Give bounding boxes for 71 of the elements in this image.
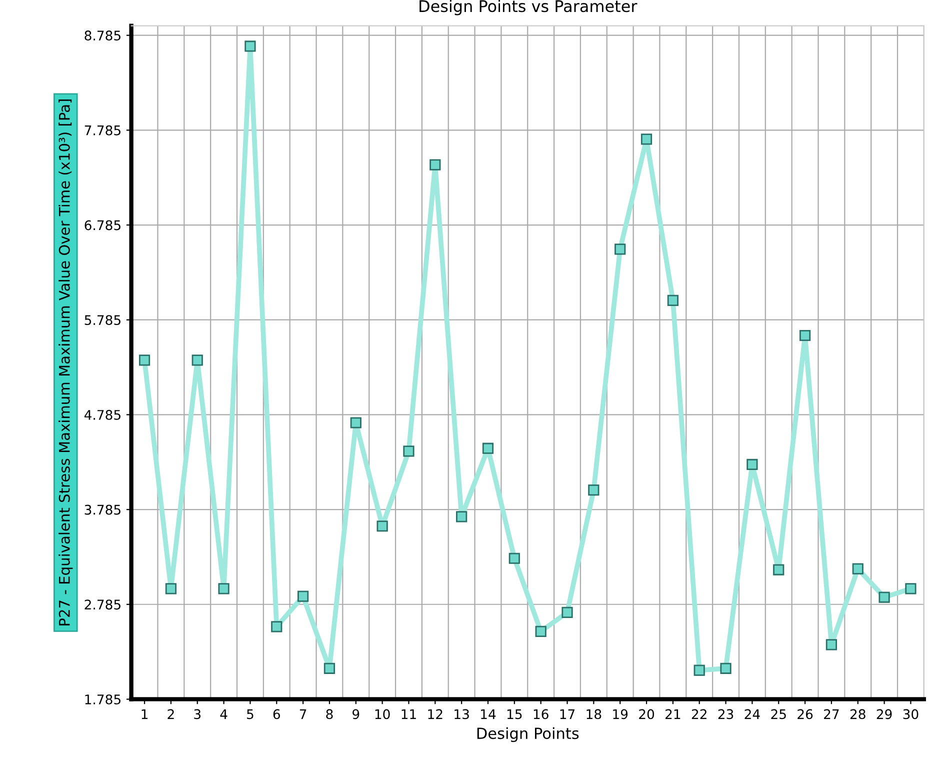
point: [746, 458, 758, 470]
y-tick-label: 8.785: [84, 30, 120, 41]
point: [430, 159, 441, 170]
x-tick-label: 24: [744, 709, 760, 719]
point: [905, 583, 916, 594]
x-tick-label: 10: [375, 709, 390, 720]
x-tick-label: 26: [798, 709, 813, 720]
x-tick-label: 6: [273, 709, 280, 720]
point: [456, 511, 468, 522]
point: [350, 417, 362, 428]
y-tick-label: 5.785: [84, 315, 120, 326]
x-tick-label: 1: [142, 709, 148, 719]
point: [535, 626, 546, 637]
point: [138, 354, 150, 366]
point: [640, 134, 652, 145]
point: [773, 564, 784, 576]
x-tick-label: 30: [903, 709, 918, 720]
point: [376, 520, 388, 532]
x-tick-label: 16: [534, 709, 548, 720]
x-tick-label: 27: [824, 709, 839, 719]
point: [562, 606, 573, 618]
x-tick-label: 14: [481, 709, 496, 719]
x-tick-label: 22: [692, 709, 706, 719]
point: [244, 40, 256, 52]
y-tick-label: 2.785: [84, 600, 120, 610]
x-tick-label: 20: [639, 709, 654, 720]
x-tick-label: 8: [326, 709, 333, 720]
point: [482, 442, 494, 454]
y-tick-label: 3.785: [84, 504, 120, 515]
x-tick-label: 15: [507, 709, 522, 720]
point: [667, 294, 678, 306]
y-tick-label: 7.785: [84, 125, 120, 136]
y-axis-title: P27 - Equivalent Stress Maximum Maximum Value Over Time (x10³) [Pa]: [58, 100, 73, 626]
y-tick-label: 6.785: [84, 220, 120, 230]
point: [297, 590, 309, 602]
point: [192, 354, 203, 366]
x-tick-label: 11: [402, 709, 416, 719]
point: [878, 592, 890, 603]
x-tick-label: 5: [247, 709, 254, 720]
x-tick-label: 12: [428, 709, 442, 719]
point: [614, 244, 626, 255]
x-tick-label: 3: [194, 709, 201, 720]
point: [694, 664, 705, 676]
x-tick-label: 29: [876, 709, 892, 720]
point: [720, 662, 732, 674]
y-tick-label: 1.785: [85, 694, 120, 704]
x-tick-label: 17: [560, 709, 575, 719]
point: [588, 484, 600, 496]
x-tick-label: 7: [300, 709, 306, 719]
x-tick-label: 13: [454, 709, 469, 720]
x-axis-title: Design Points: [477, 727, 579, 742]
x-tick-label: 25: [771, 709, 786, 720]
x-tick-label: 21: [666, 709, 680, 719]
point: [852, 563, 864, 574]
point: [165, 583, 177, 594]
x-tick-label: 19: [613, 709, 628, 720]
x-tick-label: 9: [352, 709, 360, 720]
point: [799, 330, 811, 342]
point: [324, 662, 336, 674]
x-tick-label: 23: [718, 709, 734, 720]
point: [218, 583, 230, 594]
x-tick-label: 2: [168, 709, 174, 719]
point: [403, 446, 414, 457]
chart-title: Design Points vs Parameter: [420, 0, 638, 16]
x-tick-label: 18: [586, 709, 602, 720]
point: [271, 621, 282, 632]
point: [826, 639, 838, 650]
point: [508, 552, 520, 564]
x-tick-label: 28: [850, 709, 866, 720]
y-tick-label: 4.785: [84, 410, 120, 420]
x-tick-label: 4: [220, 709, 228, 719]
